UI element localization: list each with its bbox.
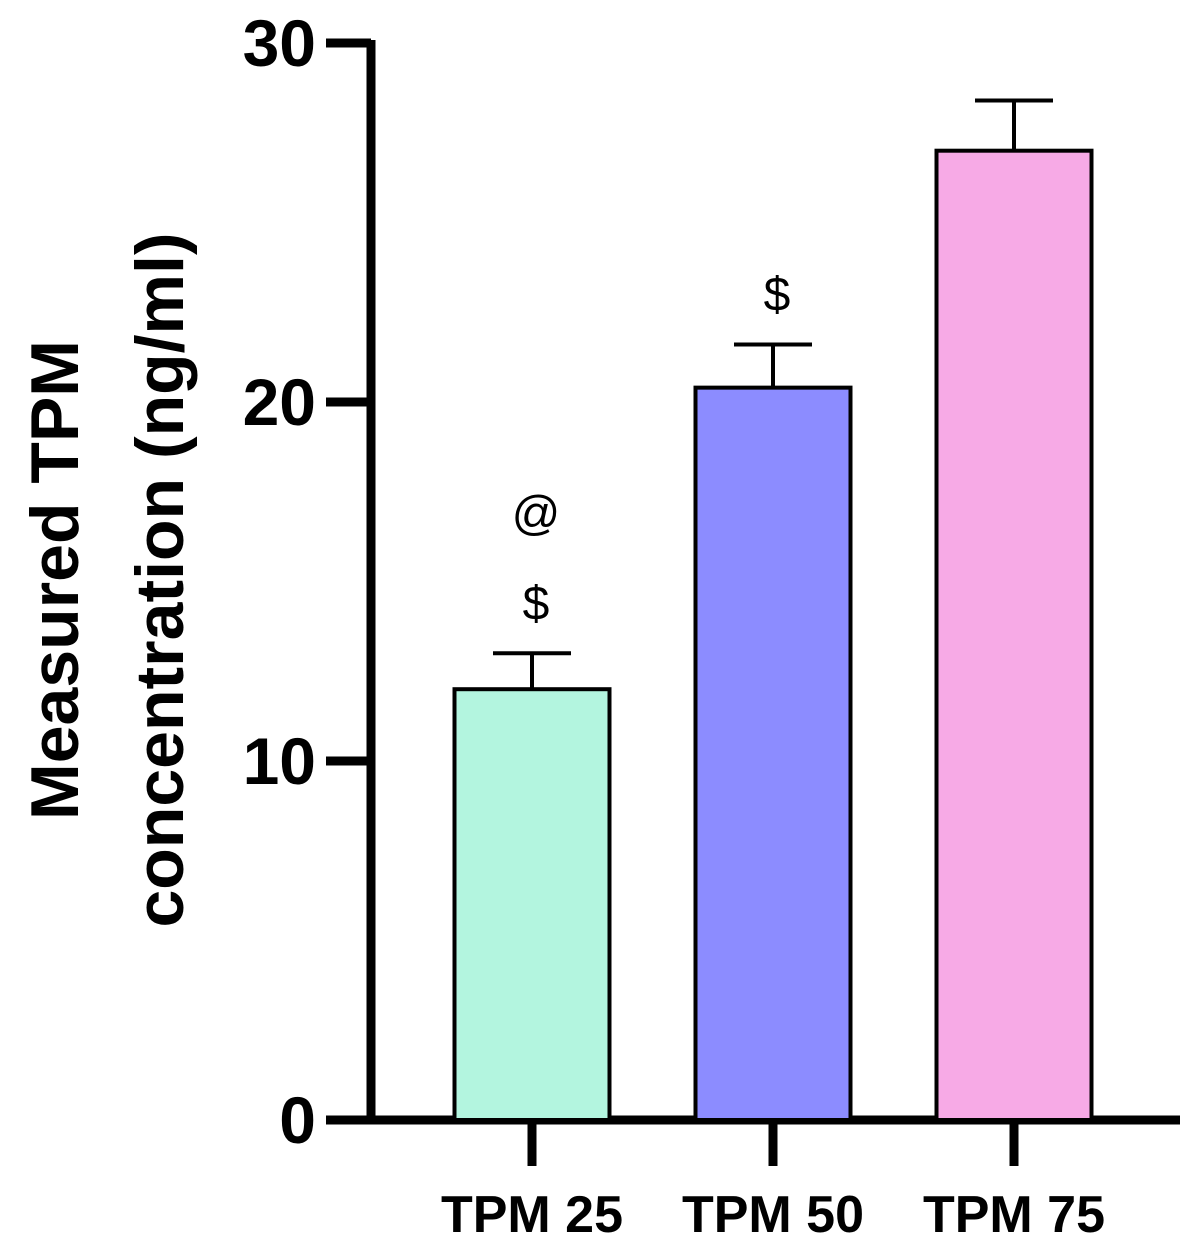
y-tick-label: 20 bbox=[243, 365, 316, 439]
y-axis-title: Measured TPM concentration (ng/ml) bbox=[17, 232, 198, 927]
x-tick-label: TPM 25 bbox=[441, 1186, 623, 1244]
y-axis-title-line-1: Measured TPM bbox=[17, 340, 93, 820]
significance-marker: $ bbox=[523, 577, 550, 630]
bars: $ @ $ bbox=[452, 98, 1094, 1122]
y-tick-label: 30 bbox=[243, 6, 316, 80]
bar bbox=[452, 687, 612, 1122]
x-axis: TPM 25 TPM 50 TPM 75 bbox=[326, 1115, 1180, 1244]
significance-marker: @ bbox=[512, 487, 561, 540]
bar bbox=[693, 385, 853, 1122]
bar bbox=[934, 148, 1094, 1122]
y-tick-label: 10 bbox=[243, 724, 316, 798]
y-axis-title-line-2: concentration (ng/ml) bbox=[122, 232, 198, 927]
x-tick-label: TPM 75 bbox=[923, 1186, 1105, 1244]
x-tick-label: TPM 50 bbox=[682, 1186, 864, 1244]
significance-marker: $ bbox=[764, 269, 791, 322]
y-axis: 0 10 20 30 bbox=[243, 6, 376, 1157]
y-tick-label: 0 bbox=[279, 1083, 316, 1157]
